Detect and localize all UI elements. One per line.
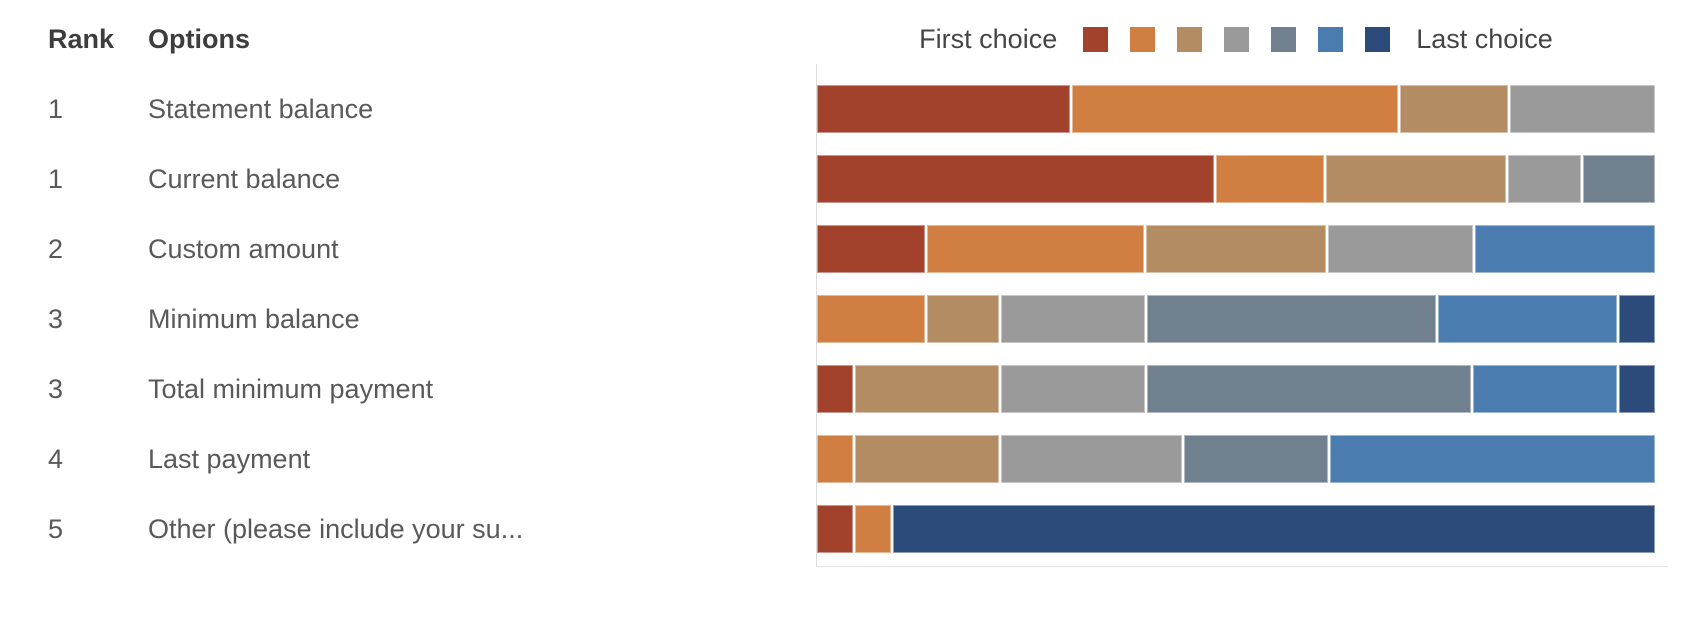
legend: First choice Last choice xyxy=(817,24,1655,55)
rank-distribution-bar xyxy=(817,435,1655,483)
bar-segment-rank-4[interactable] xyxy=(1000,365,1146,413)
option-row: 1 Statement balance xyxy=(0,74,1708,144)
bar-segment-rank-2[interactable] xyxy=(1216,155,1325,203)
option-row: 3 Minimum balance xyxy=(0,284,1708,354)
option-row: 4 Last payment xyxy=(0,424,1708,494)
option-label: Custom amount xyxy=(148,233,339,264)
option-rank: 5 xyxy=(48,513,64,544)
rank-distribution-bar xyxy=(817,505,1655,553)
bar-segment-rank-6[interactable] xyxy=(1437,295,1618,343)
option-rank: 3 xyxy=(48,303,64,334)
chart-rows: 1 Statement balance 1 Current balance 2 … xyxy=(0,74,1708,564)
bar-segment-rank-3[interactable] xyxy=(926,295,999,343)
option-rank: 3 xyxy=(48,373,64,404)
bar-segment-rank-2[interactable] xyxy=(1072,85,1398,133)
option-rank: 1 xyxy=(48,163,64,194)
rank-column-header: Rank xyxy=(48,23,115,54)
legend-swatch-rank-4 xyxy=(1224,26,1250,52)
bar-segment-rank-4[interactable] xyxy=(1328,225,1473,273)
bar-segment-rank-2[interactable] xyxy=(817,295,925,343)
rank-distribution-bar xyxy=(817,85,1655,133)
options-column-header: Options xyxy=(148,23,250,54)
bar-segment-rank-7[interactable] xyxy=(1619,365,1656,413)
option-row: 1 Current balance xyxy=(0,144,1708,214)
bar-segment-rank-2[interactable] xyxy=(927,225,1144,273)
option-rank: 1 xyxy=(48,93,64,124)
option-label: Last payment xyxy=(148,443,311,474)
bar-segment-rank-7[interactable] xyxy=(1619,295,1656,343)
rank-distribution-bar xyxy=(817,225,1656,273)
bar-segment-rank-3[interactable] xyxy=(854,435,1000,483)
rank-distribution-bar xyxy=(817,295,1656,343)
bar-segment-rank-2[interactable] xyxy=(854,505,891,553)
option-row: 3 Total minimum payment xyxy=(0,354,1708,424)
chart-axis-line xyxy=(816,64,817,567)
table-header-row: Rank Options First choice Last choice xyxy=(0,0,1708,74)
bar-segment-rank-6[interactable] xyxy=(1473,365,1618,413)
legend-swatch-rank-1 xyxy=(1083,26,1109,52)
bar-segment-rank-2[interactable] xyxy=(817,435,853,483)
option-rank: 2 xyxy=(48,233,64,264)
legend-swatch-rank-2 xyxy=(1130,26,1156,52)
option-label: Total minimum payment xyxy=(148,373,434,404)
bar-segment-rank-6[interactable] xyxy=(1330,435,1655,483)
option-label: Statement balance xyxy=(148,93,374,124)
legend-last-choice-label: Last choice xyxy=(1416,23,1553,54)
rank-distribution-bar xyxy=(817,155,1656,203)
bar-segment-rank-3[interactable] xyxy=(1145,225,1327,273)
bar-segment-rank-5[interactable] xyxy=(1582,155,1656,203)
bar-segment-rank-6[interactable] xyxy=(1474,225,1656,273)
bar-segment-rank-4[interactable] xyxy=(1001,435,1182,483)
bar-segment-rank-3[interactable] xyxy=(854,365,999,413)
bar-segment-rank-4[interactable] xyxy=(1508,155,1581,203)
legend-swatches xyxy=(1083,26,1391,52)
legend-swatch-rank-7 xyxy=(1365,26,1391,52)
bar-segment-rank-5[interactable] xyxy=(1183,435,1329,483)
bar-segment-rank-3[interactable] xyxy=(1399,85,1509,133)
legend-swatch-rank-6 xyxy=(1318,26,1344,52)
bar-segment-rank-1[interactable] xyxy=(817,85,1071,133)
legend-first-choice-label: First choice xyxy=(919,23,1058,54)
bar-segment-rank-1[interactable] xyxy=(817,155,1215,203)
bar-segment-rank-3[interactable] xyxy=(1326,155,1507,203)
bar-segment-rank-1[interactable] xyxy=(817,505,853,553)
option-label: Current balance xyxy=(148,163,341,194)
bar-segment-rank-5[interactable] xyxy=(1147,365,1472,413)
bar-segment-rank-1[interactable] xyxy=(817,365,853,413)
option-label: Minimum balance xyxy=(148,303,360,334)
chart-baseline xyxy=(817,566,1668,567)
option-row: 2 Custom amount xyxy=(0,214,1708,284)
legend-swatch-rank-3 xyxy=(1177,26,1203,52)
bar-segment-rank-1[interactable] xyxy=(817,225,926,273)
bar-segment-rank-5[interactable] xyxy=(1147,295,1436,343)
option-rank: 4 xyxy=(48,443,64,474)
option-label: Other (please include your su... xyxy=(148,513,524,544)
bar-segment-rank-7[interactable] xyxy=(892,505,1655,553)
bar-segment-rank-4[interactable] xyxy=(1510,85,1655,133)
rank-distribution-bar xyxy=(817,365,1656,413)
legend-swatch-rank-5 xyxy=(1271,26,1297,52)
option-row: 5 Other (please include your su... xyxy=(0,494,1708,564)
bar-segment-rank-4[interactable] xyxy=(1000,295,1146,343)
